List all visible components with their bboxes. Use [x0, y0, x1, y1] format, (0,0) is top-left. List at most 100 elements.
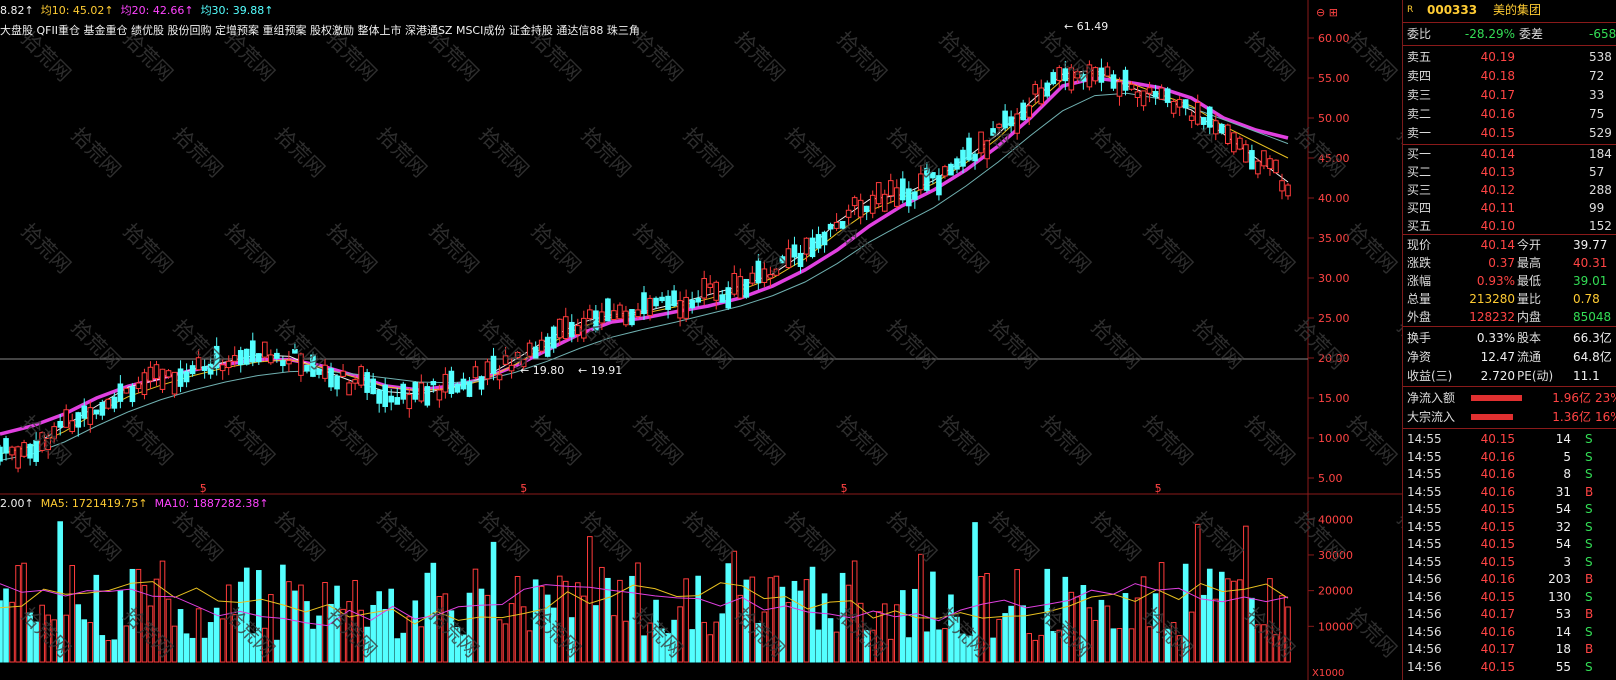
volume-bar: [502, 623, 509, 663]
ask-row: 卖三 40.17 33: [1403, 85, 1616, 105]
volume-tick-label: 30000: [1318, 549, 1353, 562]
candle-body: [737, 276, 744, 299]
volume-bar: [231, 613, 238, 663]
volume-bar: [111, 639, 118, 663]
kline-svg[interactable]: 60.0055.0050.0045.0040.0035.0030.0025.00…: [0, 0, 1402, 680]
ask-row: 卖二 40.16 75: [1403, 104, 1616, 124]
volume-bar: [809, 566, 816, 663]
volume-bar: [1050, 631, 1057, 663]
candle-body: [942, 166, 948, 177]
volume-bar: [641, 635, 647, 663]
candle-body: [1008, 116, 1014, 127]
volume-bar: [406, 616, 413, 663]
volume-bar: [268, 594, 274, 663]
bid-row: 买四 40.11 99: [1403, 198, 1616, 218]
candle-body: [292, 348, 298, 354]
candle-body: [81, 405, 88, 419]
candle-body: [286, 360, 292, 365]
tick-row: 14:55 40.16 8 S: [1403, 465, 1616, 483]
stats-value-2: 66.3亿: [1573, 331, 1612, 345]
settings-icon[interactable]: ⊖ ⊞: [1316, 6, 1338, 19]
price-tick-label: 5.00: [1318, 472, 1343, 485]
candle-body: [617, 304, 623, 320]
candle-body: [304, 364, 310, 372]
candle-body: [514, 351, 521, 359]
watermark-text: 拾荒网: [16, 219, 75, 278]
volume-bar: [611, 615, 617, 663]
volume-bar: [1225, 578, 1231, 663]
volume-bar: [508, 603, 515, 663]
candle-body: [406, 394, 413, 410]
candle-body: [1134, 91, 1141, 99]
volume-bar: [490, 541, 497, 663]
ask-price: 40.17: [1480, 88, 1515, 102]
candle-body: [647, 297, 653, 316]
volume-bar: [442, 593, 449, 663]
candle-body: [472, 366, 479, 379]
tick-price: 40.15: [1480, 502, 1515, 516]
stats-label-2: 股本: [1517, 331, 1542, 345]
candle-body: [262, 341, 268, 358]
watermark-text: 拾荒网: [372, 123, 431, 182]
candle-body: [1116, 81, 1123, 97]
ask-volume: 33: [1589, 88, 1605, 102]
candle-body: [388, 395, 395, 403]
divider: [1403, 386, 1616, 387]
candle-body: [153, 364, 160, 380]
volume-bar: [382, 608, 388, 663]
candle-body: [1122, 69, 1129, 91]
volume-bar: [153, 578, 160, 663]
volume-bar: [803, 579, 810, 663]
volume-bar: [280, 564, 286, 663]
volume-bar: [1146, 626, 1153, 663]
volume-bar: [1182, 563, 1189, 663]
candle-body: [346, 382, 352, 396]
divider: [1403, 144, 1616, 145]
volume-bar: [857, 602, 864, 663]
tick-price: 40.17: [1480, 642, 1515, 656]
volume-bar: [352, 579, 358, 663]
tick-direction: S: [1585, 432, 1593, 446]
volume-bar: [701, 621, 707, 663]
tick-volume: 3: [1563, 554, 1571, 569]
bid-price: 40.14: [1480, 147, 1515, 161]
volume-bar: [15, 565, 21, 663]
tick-direction: B: [1585, 642, 1594, 656]
candle-body: [532, 346, 539, 359]
bid-label: 买一: [1407, 147, 1432, 161]
flow-row: 净流入额 1.96亿 23%: [1403, 388, 1616, 408]
tick-price: 40.16: [1480, 624, 1515, 639]
candle-body: [45, 437, 51, 451]
candle-body: [893, 187, 900, 207]
volume-bar: [887, 638, 894, 663]
volume-bar: [954, 616, 960, 663]
candle-body: [544, 336, 551, 357]
candle-body: [623, 310, 629, 326]
volume-bar: [0, 600, 3, 663]
volume-bar: [1020, 605, 1026, 663]
volume-bar: [514, 575, 521, 663]
candle-body: [538, 339, 545, 352]
candle-body: [773, 268, 780, 276]
volume-bar: [364, 626, 370, 663]
volume-bar: [237, 581, 244, 663]
ask-price: 40.15: [1480, 126, 1515, 140]
candle-body: [87, 407, 94, 425]
candle-body: [972, 153, 978, 162]
candle-body: [791, 244, 798, 258]
price-tick-label: 30.00: [1318, 272, 1350, 285]
candle-body: [713, 281, 720, 301]
candle-body: [1020, 102, 1026, 121]
stock-title: R 000333 美的集团: [1403, 0, 1616, 20]
watermark-text: 拾荒网: [118, 411, 177, 470]
tick-price: 40.16: [1480, 449, 1515, 464]
candle-body: [593, 310, 599, 331]
kline-chart-panel[interactable]: 60.00 55.00 50.00 45.00 40.00 35.00 30.00 25.00…: [0, 0, 1402, 680]
volume-bar: [165, 598, 172, 663]
candle-body: [63, 409, 70, 428]
divider: [1403, 22, 1616, 23]
candle-body: [611, 310, 617, 321]
candle-body: [924, 167, 930, 191]
candle-body: [129, 386, 136, 403]
tick-direction: S: [1585, 449, 1593, 464]
